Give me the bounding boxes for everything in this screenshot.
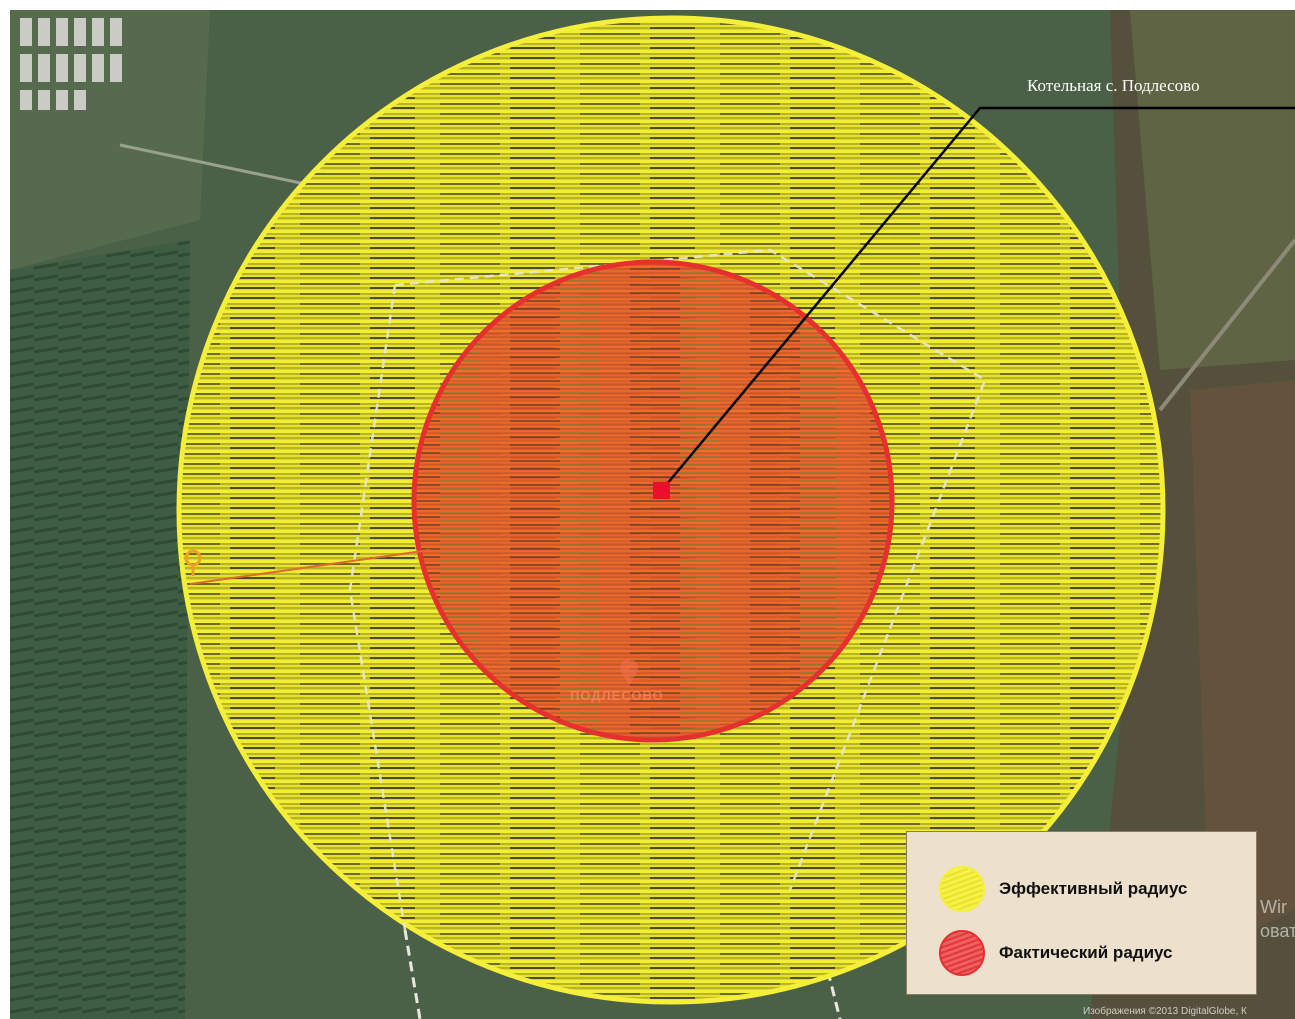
callout-label: Котельная с. Подлесово (1027, 76, 1200, 95)
actual-radius-circle[interactable] (411, 259, 895, 743)
settlement-pin-icon (620, 659, 638, 685)
watermark-line-1: Wir (1260, 897, 1287, 917)
legend-item-effective-radius: Эффективный радиус (939, 866, 1187, 912)
yellow-circle-icon (939, 866, 985, 912)
legend-label: Фактический радиус (999, 943, 1173, 962)
location-marker-icon[interactable] (184, 549, 202, 576)
satellite-map[interactable]: Котельная с. Подлесово ПОДЛЕСОВО Wir ова… (10, 10, 1295, 1019)
map-legend: Эффективный радиус Фактический радиус (906, 831, 1257, 995)
activation-watermark: Wir оват (1260, 895, 1295, 943)
legend-label: Эффективный радиус (999, 879, 1188, 898)
imagery-copyright: Изображения ©2013 DigitalGlobe, К (1083, 1006, 1247, 1017)
map-canvas (10, 10, 1295, 1019)
legend-item-actual-radius: Фактический радиус (939, 930, 1173, 976)
settlement-label: ПОДЛЕСОВО (570, 688, 664, 703)
boiler-house-marker[interactable] (653, 482, 670, 499)
watermark-line-2: оват (1260, 921, 1295, 941)
buildings-area (20, 18, 122, 110)
red-circle-icon (939, 930, 985, 976)
callout-leader-line (661, 106, 1295, 491)
